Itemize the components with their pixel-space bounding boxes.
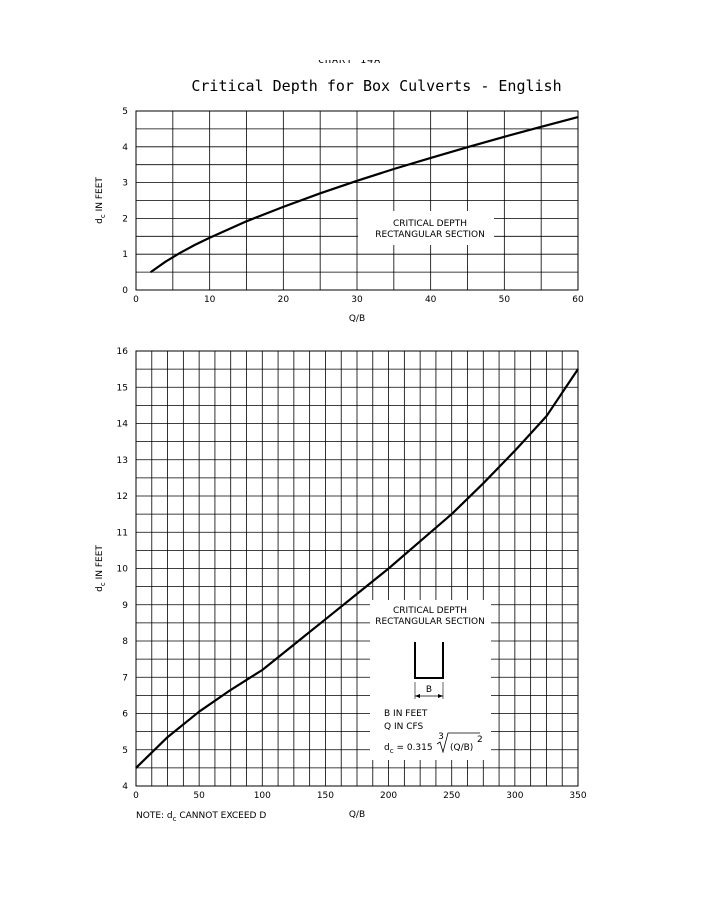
arrow-head xyxy=(438,694,443,698)
data-point xyxy=(282,206,284,208)
annotation-line: RECTANGULAR SECTION xyxy=(375,617,485,627)
x-tick-label: 20 xyxy=(278,295,290,305)
x-tick-label: 30 xyxy=(351,295,363,305)
y-tick-label: 5 xyxy=(122,746,128,756)
x-tick-label: 0 xyxy=(133,295,139,305)
x-tick-label: 10 xyxy=(204,295,216,305)
data-point xyxy=(451,513,453,515)
y-tick-label: 15 xyxy=(117,383,128,393)
data-point xyxy=(166,736,169,738)
y-tick-label: 0 xyxy=(122,286,128,296)
y-tick-label: 11 xyxy=(117,528,128,538)
radicand: (Q/B) xyxy=(450,743,473,753)
x-tick-label: 200 xyxy=(380,791,397,801)
x-tick-label: 350 xyxy=(569,791,586,801)
plot-frame xyxy=(135,110,579,291)
data-point xyxy=(514,450,516,452)
legend-line: B IN FEET xyxy=(384,709,428,719)
data-point xyxy=(150,271,152,273)
arrow-head xyxy=(415,694,420,698)
channel-diagram xyxy=(414,642,444,679)
series-line xyxy=(150,116,579,274)
width-label: B xyxy=(426,685,432,695)
y-tick-label: 2 xyxy=(122,214,128,224)
data-point xyxy=(194,244,196,246)
annotation-line: CRITICAL DEPTH xyxy=(393,606,467,616)
data-point xyxy=(466,146,469,148)
chart-note: NOTE: dc CANNOT EXCEED D xyxy=(136,811,266,823)
formula: dc = 0.315 xyxy=(384,743,433,755)
y-axis-label: dc IN FEET xyxy=(95,545,107,592)
legend-line: Q IN CFS xyxy=(384,722,423,732)
y-tick-label: 4 xyxy=(122,143,128,153)
x-tick-label: 150 xyxy=(317,791,334,801)
data-point xyxy=(577,116,579,118)
note-text: NOTE: dc CANNOT EXCEED D xyxy=(136,811,266,823)
chart-2: 0 50 100 150 200 250 300 350 4 5 6 7 8 9 10 11 12 13 14 15 1… xyxy=(95,347,587,820)
data-point xyxy=(230,689,232,691)
data-point xyxy=(545,415,548,417)
page-title: Critical Depth for Box Culverts - Englis… xyxy=(191,77,562,95)
y-tick-label: 1 xyxy=(122,250,128,260)
data-point xyxy=(356,180,358,182)
data-point xyxy=(430,157,432,159)
header-fragment: CHART 14A xyxy=(318,60,382,66)
x-tick-label: 50 xyxy=(193,791,205,801)
y-tick-label: 5 xyxy=(122,107,128,117)
root-index: 3 xyxy=(438,732,444,742)
y-tick-label: 9 xyxy=(122,601,128,611)
x-tick-label: 100 xyxy=(254,791,271,801)
y-axis-label: dc IN FEET xyxy=(95,177,107,224)
x-tick-label: 60 xyxy=(572,295,584,305)
y-tick-label: 3 xyxy=(122,179,128,189)
data-point xyxy=(261,669,263,671)
data-point xyxy=(356,593,358,595)
plot-frame xyxy=(135,350,579,787)
data-point xyxy=(393,168,395,170)
data-point xyxy=(319,192,321,194)
data-point xyxy=(293,644,295,646)
data-point xyxy=(179,252,181,254)
chart-1: 0 10 20 30 40 50 60 0 1 2 3 4 5 Q/B dc IN FEET xyxy=(95,107,584,324)
y-tick-label: 12 xyxy=(117,492,128,502)
data-point xyxy=(503,136,505,138)
annotation-line: RECTANGULAR SECTION xyxy=(375,230,485,240)
y-tick-label: 14 xyxy=(117,420,129,430)
x-axis-label: Q/B xyxy=(349,810,365,820)
annotation-line: CRITICAL DEPTH xyxy=(393,219,467,229)
data-point xyxy=(164,261,167,263)
data-point xyxy=(482,482,484,484)
y-tick-label: 8 xyxy=(122,637,128,647)
data-point xyxy=(419,540,421,542)
x-axis-label: Q/B xyxy=(349,314,365,324)
x-tick-label: 50 xyxy=(499,295,511,305)
y-tick-label: 7 xyxy=(122,673,128,683)
x-tick-label: 250 xyxy=(443,791,460,801)
y-tick-label: 13 xyxy=(117,456,128,466)
data-point xyxy=(387,567,390,570)
data-point xyxy=(245,220,248,222)
data-point xyxy=(577,368,579,370)
x-tick-label: 40 xyxy=(425,295,437,305)
exponent: 2 xyxy=(477,735,483,745)
x-tick-label: 0 xyxy=(133,791,139,801)
y-tick-label: 10 xyxy=(117,565,129,575)
data-point xyxy=(209,237,211,239)
y-tick-label: 6 xyxy=(122,710,128,720)
annotation-box xyxy=(358,211,494,245)
y-tick-label: 16 xyxy=(117,347,129,357)
data-point xyxy=(540,126,542,128)
radical-sign xyxy=(436,732,480,754)
data-point xyxy=(324,618,327,620)
data-point xyxy=(198,711,200,713)
data-point xyxy=(135,767,137,769)
x-tick-label: 300 xyxy=(506,791,523,801)
y-tick-label: 4 xyxy=(122,782,128,792)
